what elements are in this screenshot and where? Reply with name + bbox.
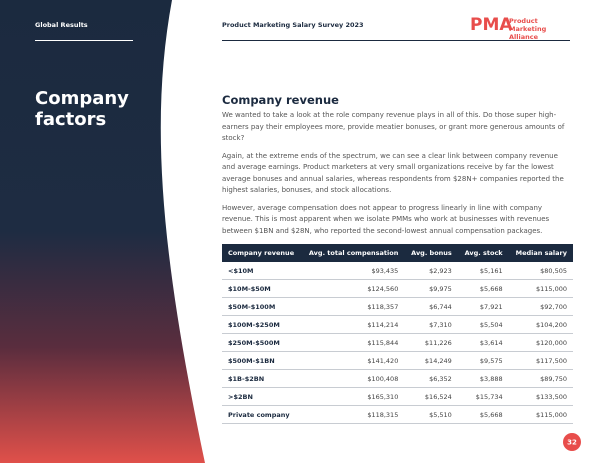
table-cell: $3,614 — [457, 333, 509, 352]
table-cell: $9,975 — [404, 279, 458, 298]
rule — [222, 40, 570, 41]
table-cell: $5,510 — [404, 405, 458, 424]
column-header: Avg. total compensation — [301, 244, 405, 262]
table-cell: $117,500 — [508, 351, 573, 370]
table-cell: $133,500 — [508, 387, 573, 406]
table-cell: $5,668 — [457, 405, 509, 424]
table-cell: $89,750 — [508, 369, 573, 388]
revenue-table: Company revenue Avg. total compensation Av… — [222, 244, 573, 424]
table-row: $250M-$500M $115,844 $11,226 $3,614 $120,000 — [222, 333, 573, 352]
table-cell: $6,744 — [404, 297, 458, 316]
table-cell: $5,668 — [457, 279, 509, 298]
table-cell: $5,504 — [457, 315, 509, 334]
table-cell: $11,226 — [404, 333, 458, 352]
page-number: 32 — [567, 439, 577, 447]
section-label: Global Results — [35, 21, 88, 29]
table-cell: $2,923 — [404, 262, 458, 280]
table-cell: $104,200 — [508, 315, 573, 334]
table-row: <$10M $93,435 $2,923 $5,161 $80,505 — [222, 262, 573, 280]
table-cell: $15,734 — [457, 387, 509, 406]
table-row: $10M-$50M $124,560 $9,975 $5,668 $115,000 — [222, 279, 573, 298]
table-cell: $141,420 — [301, 351, 405, 370]
heading: Company revenue — [222, 93, 339, 107]
table-cell: Private company — [222, 405, 302, 424]
table-cell: $115,844 — [301, 333, 405, 352]
table-row: $1B-$2BN $100,408 $6,352 $3,888 $89,750 — [222, 369, 573, 388]
table-row: $100M-$250M $114,214 $7,310 $5,504 $104,200 — [222, 315, 573, 334]
page-badge: 32 — [563, 433, 581, 451]
table-cell: >$2BN — [222, 387, 302, 406]
sidebar-bg — [0, 0, 205, 463]
table-cell: $16,524 — [404, 387, 458, 406]
table-cell: $100M-$250M — [222, 315, 302, 334]
table-cell: $500M-$1BN — [222, 351, 302, 370]
column-header: Avg. stock — [457, 244, 509, 262]
table-cell: $3,888 — [457, 369, 509, 388]
table-cell: $10M-$50M — [222, 279, 302, 298]
logo-text: Product Marketing Alliance — [509, 17, 547, 41]
table-cell: <$10M — [222, 262, 302, 280]
table-cell: $50M-$100M — [222, 297, 302, 316]
table-cell: $118,357 — [301, 297, 405, 316]
body-text: We wanted to take a look at the role com… — [222, 110, 572, 243]
table-cell: $92,700 — [508, 297, 573, 316]
table-cell: $80,505 — [508, 262, 573, 280]
table-cell: $118,315 — [301, 405, 405, 424]
table-cell: $1B-$2BN — [222, 369, 302, 388]
table-cell: $114,214 — [301, 315, 405, 334]
table-cell: $115,000 — [508, 279, 573, 298]
table-cell: $115,000 — [508, 405, 573, 424]
table-cell: $6,352 — [404, 369, 458, 388]
column-header: Company revenue — [222, 244, 302, 262]
table-body: <$10M $93,435 $2,923 $5,161 $80,505 $10M-$50M… — [222, 262, 573, 424]
table-header: Company revenue Avg. total compensation Av… — [222, 244, 573, 262]
table-cell: $7,921 — [457, 297, 509, 316]
paragraph: Again, at the extreme ends of the spectr… — [222, 151, 564, 195]
table-cell: $14,249 — [404, 351, 458, 370]
table-row: Private company $118,315 $5,510 $5,668 $115,… — [222, 405, 573, 424]
table-cell: $120,000 — [508, 333, 573, 352]
sidebar-title: Company factors — [35, 88, 129, 130]
logo-mark: PMA — [470, 15, 513, 35]
column-header: Median salary — [508, 244, 573, 262]
table-cell: $250M-$500M — [222, 333, 302, 352]
survey-title: Product Marketing Salary Survey 2023 — [222, 21, 364, 29]
table-cell: $9,575 — [457, 351, 509, 370]
table-cell: $7,310 — [404, 315, 458, 334]
table-cell: $165,310 — [301, 387, 405, 406]
paragraph: We wanted to take a look at the role com… — [222, 111, 565, 142]
rule — [35, 40, 133, 41]
table-cell: $93,435 — [301, 262, 405, 280]
table-row: $50M-$100M $118,357 $6,744 $7,921 $92,700 — [222, 297, 573, 316]
table-row: >$2BN $165,310 $16,524 $15,734 $133,500 — [222, 387, 573, 406]
table-cell: $124,560 — [301, 279, 405, 298]
paragraph: However, average compensation does not a… — [222, 203, 550, 235]
table-row: $500M-$1BN $141,420 $14,249 $9,575 $117,500 — [222, 351, 573, 370]
column-header: Avg. bonus — [404, 244, 458, 262]
table-cell: $5,161 — [457, 262, 509, 280]
table-cell: $100,408 — [301, 369, 405, 388]
